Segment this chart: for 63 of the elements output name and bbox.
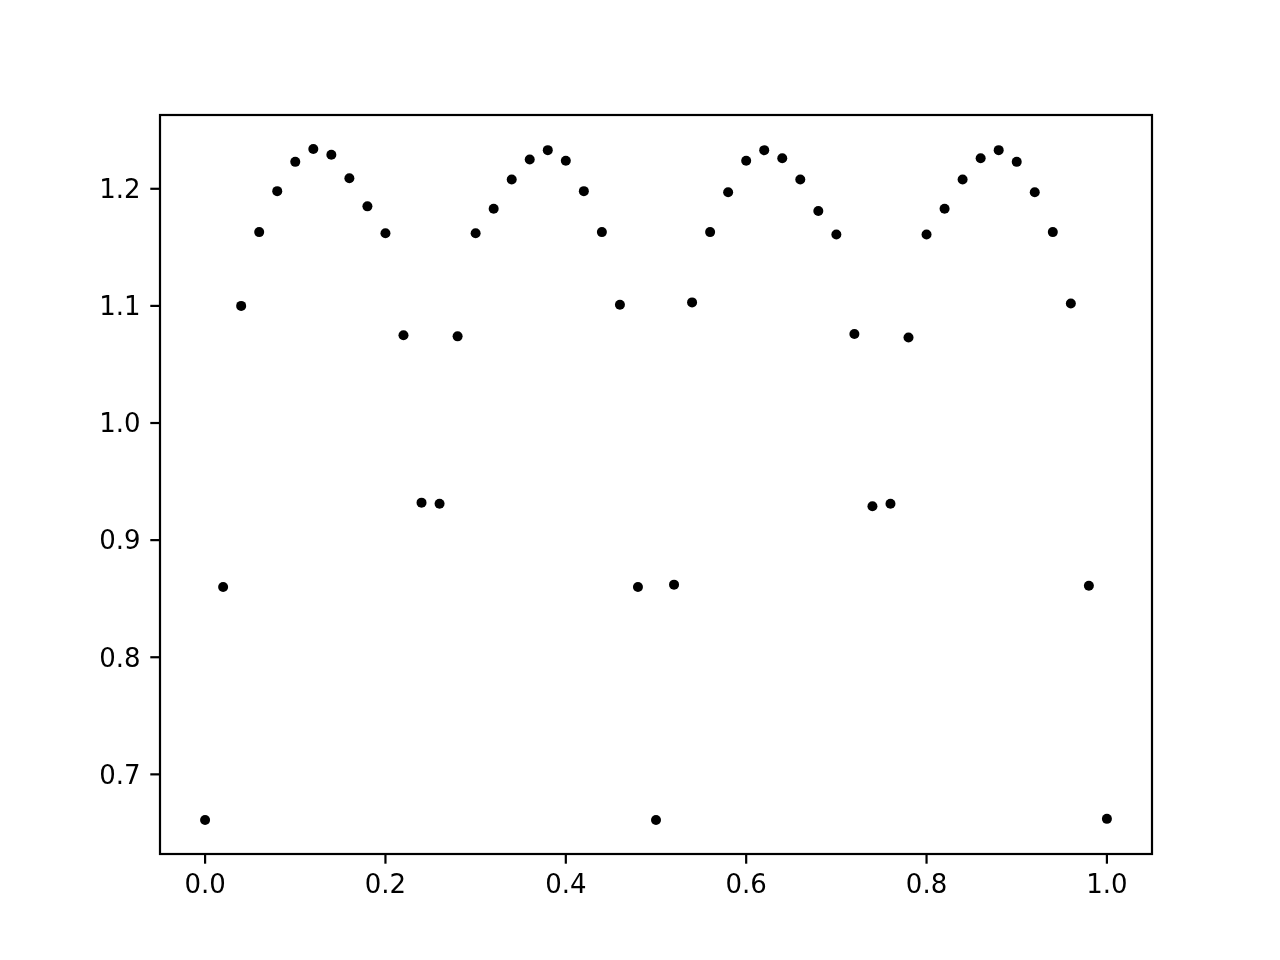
point: [993, 145, 1004, 156]
y-tick-label: 1.1: [99, 291, 141, 322]
point: [344, 173, 355, 184]
point: [434, 498, 445, 509]
point: [380, 228, 391, 239]
point: [903, 332, 914, 343]
point: [416, 497, 427, 508]
point: [1101, 813, 1112, 824]
point: [452, 331, 463, 342]
point: [506, 174, 517, 185]
point: [1065, 298, 1076, 309]
point: [867, 501, 878, 512]
point: [308, 143, 319, 154]
point: [777, 153, 788, 164]
point: [200, 815, 211, 826]
x-tick-label: 0.0: [184, 869, 226, 900]
point: [1029, 187, 1040, 198]
point: [236, 300, 247, 311]
x-tick-label: 0.4: [545, 869, 587, 900]
point: [651, 815, 661, 826]
point: [254, 227, 265, 238]
point: [362, 201, 373, 212]
point: [705, 227, 716, 238]
point: [741, 155, 752, 166]
y-tick-label: 1.0: [99, 408, 141, 439]
point: [669, 579, 680, 590]
point: [488, 203, 499, 214]
point: [272, 186, 283, 197]
point: [398, 330, 409, 341]
y-tick-label: 0.7: [99, 759, 141, 790]
point: [975, 153, 986, 164]
x-tick-label: 0.2: [364, 869, 407, 900]
point: [939, 203, 950, 214]
point: [218, 581, 229, 592]
point: [524, 154, 535, 165]
point: [542, 145, 553, 156]
point: [849, 329, 860, 340]
point: [1011, 156, 1022, 167]
point: [596, 227, 607, 238]
point: [813, 206, 824, 217]
point: [957, 174, 968, 185]
point: [831, 229, 842, 240]
point: [1047, 227, 1058, 238]
point: [290, 156, 301, 167]
point: [885, 498, 896, 509]
point: [560, 155, 571, 166]
point: [687, 297, 698, 308]
point: [614, 299, 625, 310]
point: [578, 186, 589, 197]
x-tick-label: 0.8: [905, 869, 948, 900]
point: [723, 187, 734, 198]
x-tick-label: 1.0: [1086, 869, 1128, 900]
point: [921, 229, 932, 240]
point: [795, 174, 806, 185]
x-tick-label: 0.6: [725, 869, 767, 900]
y-tick-label: 0.9: [99, 525, 141, 556]
point: [632, 581, 643, 592]
point: [759, 145, 770, 156]
point: [1083, 580, 1094, 591]
y-tick-label: 1.2: [99, 174, 141, 205]
point: [470, 228, 481, 239]
y-tick-label: 0.8: [99, 642, 141, 673]
point: [326, 149, 337, 160]
